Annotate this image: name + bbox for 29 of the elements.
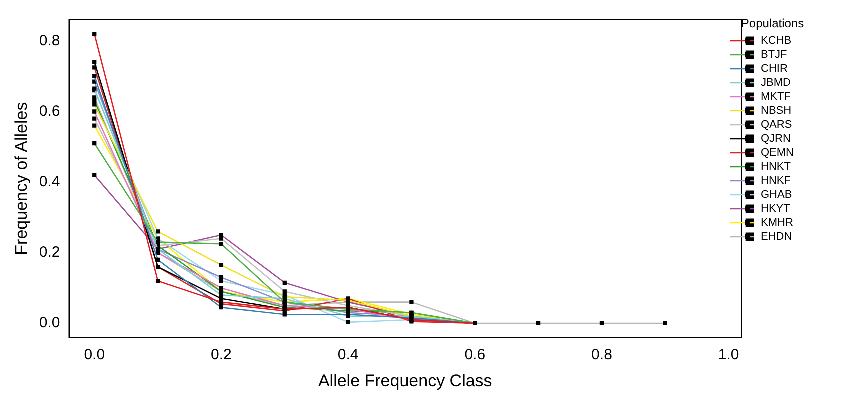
legend-label: HKYT <box>761 202 791 215</box>
legend-label: QJRN <box>761 132 791 145</box>
y-tick-label: 0.4 <box>39 173 60 190</box>
x-tick-label: 0.0 <box>84 346 106 364</box>
legend-label: EHDN <box>761 230 792 243</box>
x-tick-label: 0.8 <box>592 346 612 364</box>
legend-label: BTJF <box>761 48 788 61</box>
x-tick-label: 0.4 <box>338 346 359 364</box>
x-tick-label: 0.2 <box>211 346 232 364</box>
legend-label: QEMN <box>761 146 794 159</box>
legend-label: HNKT <box>761 160 792 173</box>
x-tick-label: 0.6 <box>464 346 486 364</box>
legend-label: MKTF <box>761 90 792 103</box>
y-tick-label: 0.0 <box>39 314 60 332</box>
legend-label: KCHB <box>761 34 792 47</box>
x-tick-label: 1.0 <box>718 346 740 364</box>
legend-label: JBMD <box>761 76 791 89</box>
legend-label: CHIR <box>761 62 788 75</box>
legend-label: QARS <box>761 118 792 131</box>
y-tick-label: 0.8 <box>39 32 60 50</box>
y-axis-title: Frequency of Alleles <box>12 102 31 256</box>
x-axis-title: Allele Frequency Class <box>318 371 492 390</box>
legend-title: Populations <box>741 16 804 30</box>
y-tick-label: 0.6 <box>39 102 60 120</box>
y-tick-label: 0.2 <box>39 244 60 262</box>
legend-label: HNKF <box>761 174 792 187</box>
legend-label: GHAB <box>761 188 792 201</box>
legend-label: NBSH <box>761 104 792 117</box>
legend-label: KMHR <box>761 216 794 229</box>
